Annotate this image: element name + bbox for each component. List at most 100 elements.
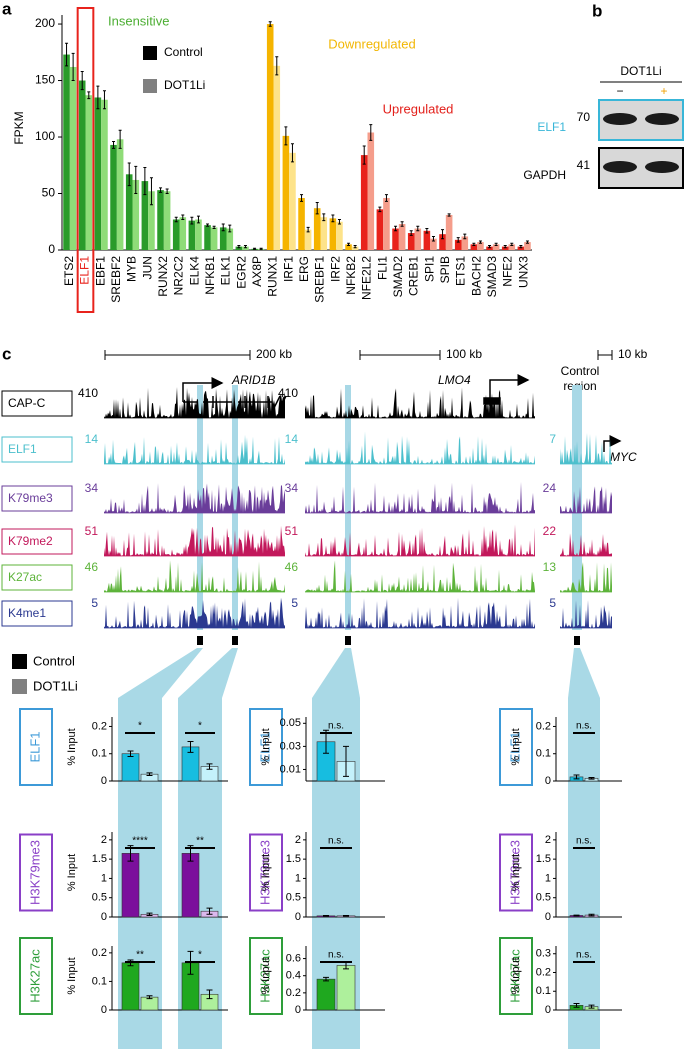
error-bar [488,244,492,249]
bar [313,208,321,250]
y-tick-label: 0.1 [536,985,551,997]
x-tick-label: RUNX1 [266,256,280,297]
error-bar [87,91,91,100]
bar [414,228,422,250]
error-bar [394,225,398,232]
y-tick-label: 0.5 [92,892,107,904]
legend-swatch [12,679,27,694]
bar [367,132,375,250]
y-tick-label: 0.03 [280,740,301,752]
gene-label: LMO4 [438,373,471,387]
bar [289,152,296,250]
row-label: ELF1 [507,731,522,762]
x-tick-label: CREB1 [407,256,421,296]
significance-label: n.s. [576,721,592,732]
bar [235,246,243,250]
blot: 70 ELF1 41 GAPDH [523,99,684,189]
row-label-box [19,833,53,912]
track-signal [305,524,535,556]
blot-label: GAPDH [523,168,566,182]
row-label: H3K79me3 [257,840,272,905]
bar [320,217,328,250]
blot-label: ELF1 [537,120,566,134]
bar [242,246,249,250]
row-label-box [499,708,533,786]
error-bar [206,907,213,915]
track-label-box [1,528,73,555]
error-bar [519,244,523,249]
error-bar [400,221,404,227]
y-tick-label: 0 [545,1004,551,1016]
bar [226,228,234,250]
y-axis-label: % Input [66,957,78,994]
bar [195,219,202,250]
significance-label: n.s. [328,836,344,847]
error-bar [384,194,388,202]
lane-label: + [660,84,667,98]
track-signal [305,597,535,628]
bar [383,198,390,250]
x-tick-label: MYB [125,256,139,282]
x-tick-label: NFKB2 [344,256,358,295]
track-scale: 13 [543,560,557,574]
track-signal [104,560,285,592]
highlight-band [345,385,351,630]
error-bar [300,194,304,202]
error-bar [315,202,319,215]
error-bar [362,145,366,165]
x-tick-label: NFE2 [501,256,515,287]
lane-label: − [616,84,623,98]
bar [486,246,493,250]
bar [63,54,70,250]
track-scale: 7 [549,432,556,446]
panel-label: b [592,1,602,20]
region-note: Control [561,364,600,378]
panel-label: c [2,344,11,363]
y-axis-label: % Input [66,854,78,891]
error-bar [102,90,106,110]
blot-band [645,161,679,173]
error-bar [343,914,349,917]
highlight-zone [118,648,203,1049]
bar [172,219,180,250]
bar [407,233,415,250]
x-tick-label: ELK4 [187,256,201,286]
significance-label: n.s. [328,721,344,732]
error-bar [127,750,134,757]
bar [316,978,336,1011]
error-bar [463,233,467,240]
error-bar [306,226,310,233]
y-tick-label: 1.5 [92,853,107,865]
panel-label: a [2,0,12,18]
track-signal [560,533,612,556]
x-tick-label: SMAD3 [485,256,499,298]
y-tick-label: 0.01 [280,763,301,775]
row-label-box [499,937,533,1015]
region-marker [345,636,351,645]
track-scale: 24 [543,481,557,495]
track-label: K79me2 [8,534,53,548]
error-bar [146,912,153,916]
y-tick-label: 0 [101,1004,107,1016]
legend-swatch [143,46,157,60]
track-label-box [1,390,73,417]
blot-marker: 41 [577,158,591,172]
track-signal [560,432,612,464]
track-scale: 34 [85,481,99,495]
error-bar [409,230,413,236]
significance-label: * [198,950,202,961]
bar [392,228,399,250]
y-tick-label: 0.5 [286,892,301,904]
annotation: Insensitive [108,13,169,28]
significance-label: n.s. [328,950,344,961]
highlight-box [76,7,95,313]
y-axis-label: % Input [66,728,78,765]
error-bar [268,21,272,27]
error-bar [96,85,100,110]
error-bar [228,224,232,233]
error-bar [456,237,460,243]
error-bar [143,167,147,196]
track-label: K27ac [8,570,42,584]
x-tick-label: ELK1 [219,256,233,286]
y-tick-label: 0 [48,242,55,256]
